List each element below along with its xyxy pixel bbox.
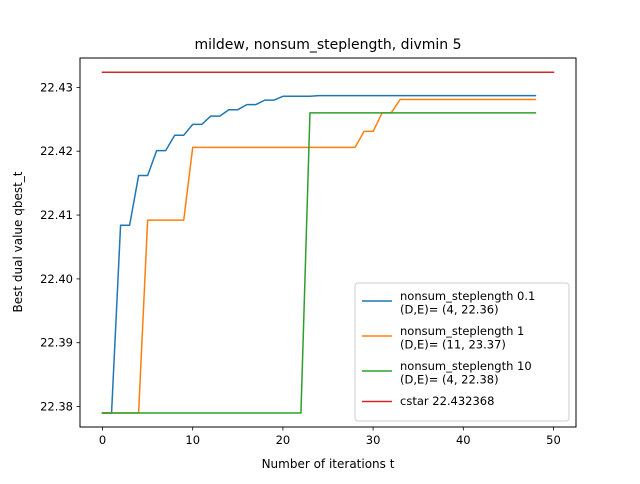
legend-label-2-0: nonsum_steplength 10	[400, 359, 532, 373]
x-axis-label: Number of iterations t	[262, 457, 395, 471]
y-tick-label-1: 22.39	[40, 336, 73, 350]
legend-label-1-0: nonsum_steplength 1	[400, 324, 524, 338]
x-axis: 0 10 20 30 40 50	[99, 427, 561, 447]
y-axis: 22.38 22.39 22.40 22.41 22.42 22.43	[40, 80, 80, 414]
legend-items: nonsum_steplength 0.1(D,E)= (4, 22.36) no…	[362, 289, 535, 408]
y-tick-label-4: 22.42	[40, 144, 73, 158]
legend-label-2-1: (D,E)= (4, 22.38)	[400, 373, 499, 387]
x-tick-label-5: 50	[546, 433, 561, 447]
x-tick-label-4: 40	[456, 433, 471, 447]
x-tick-label-0: 0	[99, 433, 106, 447]
plot-frame	[79, 57, 577, 428]
y-tick-label-5: 22.43	[40, 80, 73, 94]
y-tick-label-2: 22.40	[40, 272, 73, 286]
x-tick-label-3: 30	[366, 433, 381, 447]
x-tick-label-1: 10	[185, 433, 200, 447]
legend-label-3-0: cstar 22.432368	[400, 394, 494, 408]
legend-label-1-1: (D,E)= (11, 23.37)	[400, 338, 506, 352]
y-tick-label-0: 22.38	[40, 400, 73, 414]
series-line-1	[101, 98, 537, 414]
legend-label-0-1: (D,E)= (4, 22.36)	[400, 303, 499, 317]
legend-label-0-0: nonsum_steplength 0.1	[400, 289, 535, 303]
series-layer	[101, 71, 555, 414]
legend: nonsum_steplength 0.1(D,E)= (4, 22.36) no…	[354, 282, 570, 422]
series-line-2	[101, 112, 537, 414]
y-tick-label-3: 22.41	[40, 208, 73, 222]
y-axis-label: Best dual value qbest_t	[11, 171, 25, 312]
chart-title: mildew, nonsum_steplength, divmin 5	[194, 37, 461, 53]
legend-box	[354, 282, 570, 422]
x-tick-label-2: 20	[276, 433, 291, 447]
series-line-0	[101, 94, 537, 414]
